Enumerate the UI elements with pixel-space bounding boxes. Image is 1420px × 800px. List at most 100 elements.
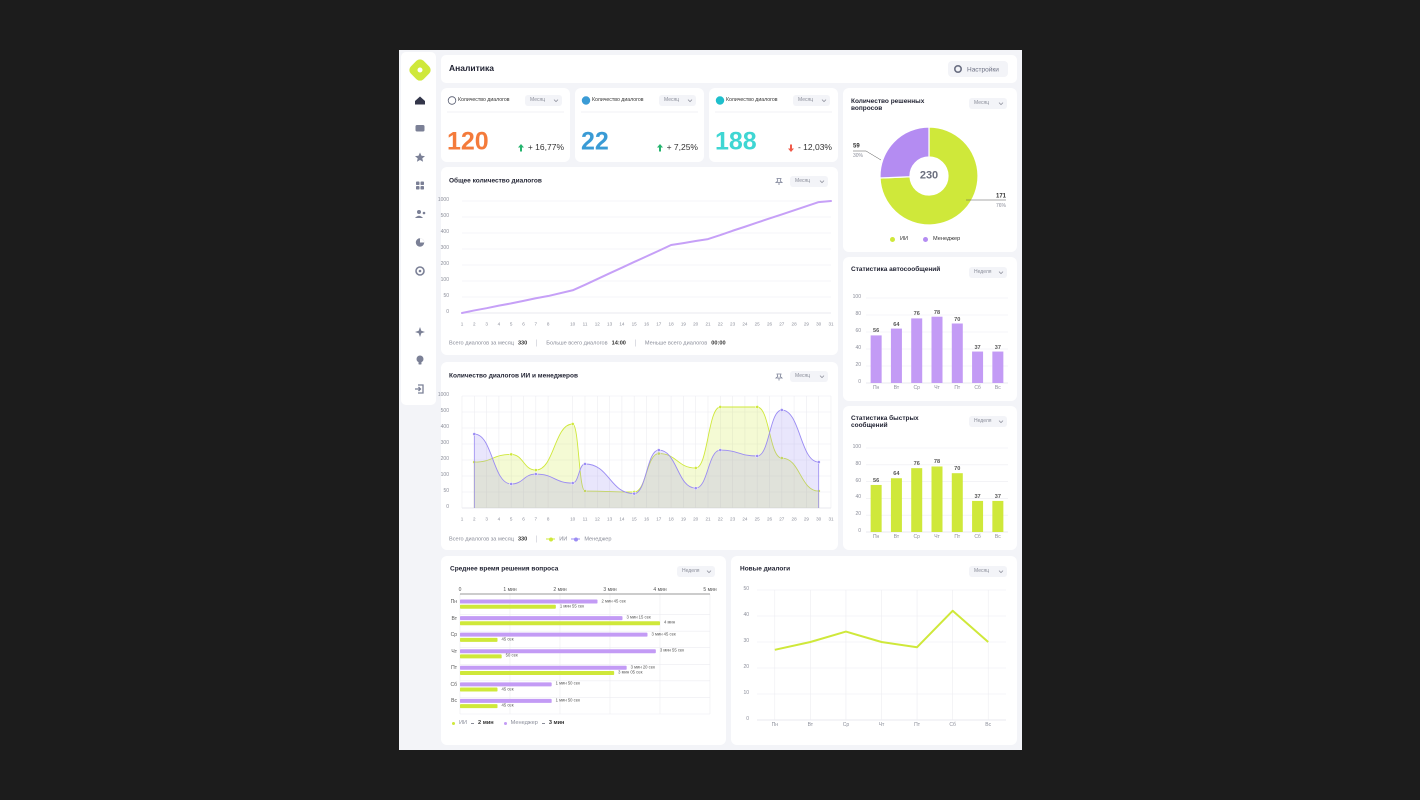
trend-arrow	[788, 144, 794, 152]
data-label: 3 мин 20 сек	[630, 664, 655, 670]
y-tick-label: Ср	[450, 632, 457, 639]
x-tick-label: Пт	[914, 722, 921, 729]
period-select[interactable]	[969, 98, 1007, 109]
bar	[460, 687, 498, 692]
settings-label[interactable]: Настройки	[967, 65, 999, 73]
legend-value: 3 мин	[548, 720, 565, 726]
x-tick-label: 22	[717, 321, 723, 327]
x-tick-label: 24	[742, 516, 748, 522]
y-tick-label: Вт	[451, 615, 457, 622]
area	[474, 407, 819, 508]
area	[474, 410, 819, 508]
chevron	[819, 375, 825, 379]
nav-messages[interactable]	[415, 125, 425, 132]
y-tick-label: 30	[743, 638, 749, 645]
period-select[interactable]	[790, 371, 828, 382]
y-tick-label: 100	[852, 294, 861, 301]
data-label: 64	[893, 471, 900, 478]
x-tick-label: 30	[816, 321, 822, 327]
x-tick-label: 23	[730, 321, 736, 327]
y-tick-label: 50	[743, 586, 749, 593]
nav-ai[interactable]	[415, 327, 425, 337]
logo[interactable]	[407, 57, 432, 82]
x-tick-label: 5	[509, 321, 513, 327]
nav-logout[interactable]	[415, 384, 424, 394]
period-label: Неделя	[974, 268, 992, 275]
nav-settings[interactable]	[415, 266, 425, 276]
nav-users[interactable]	[415, 210, 426, 218]
share-label: 30%	[853, 153, 864, 160]
period-select[interactable]	[677, 566, 715, 577]
point	[779, 456, 784, 460]
x-tick-label: Пт	[954, 534, 961, 541]
data-label: 64	[893, 321, 900, 328]
period-select[interactable]	[793, 95, 830, 106]
nav-apps[interactable]	[416, 181, 424, 190]
card-title: Общее количество диалогов	[449, 177, 542, 185]
point	[718, 405, 723, 409]
nav-reports[interactable]	[415, 238, 425, 247]
pin-icon[interactable]	[774, 373, 784, 381]
x-tick-label: 1	[460, 321, 464, 327]
settings-button[interactable]	[948, 61, 1008, 77]
legend-label: ИИ	[459, 720, 468, 726]
x-tick-label: Чт	[878, 722, 885, 729]
period-select[interactable]	[790, 176, 828, 187]
x-tick-label: 0	[458, 587, 462, 594]
y-tick-label: 0	[858, 528, 861, 535]
x-tick-label: 31	[828, 516, 834, 522]
y-tick-label: 0	[446, 309, 449, 316]
bar	[972, 351, 984, 383]
nav-tips[interactable]	[416, 355, 424, 365]
data-label: 76	[913, 311, 920, 318]
legend-label: ИИ	[559, 536, 568, 542]
x-tick-label: 23	[730, 516, 736, 522]
chevron	[553, 99, 559, 103]
x-tick-label: 1	[460, 516, 464, 522]
pin-icon[interactable]	[774, 178, 784, 186]
bar	[460, 621, 660, 626]
period-select[interactable]	[969, 566, 1007, 577]
y-tick-label: 1000	[437, 392, 449, 399]
y-tick-label: 100	[852, 444, 861, 451]
x-tick-label: 24	[742, 321, 748, 327]
nav-home[interactable]	[415, 96, 425, 105]
legend-swatch	[546, 537, 556, 542]
period-select[interactable]	[969, 267, 1007, 278]
y-tick-label: 80	[855, 311, 861, 318]
chevron	[706, 570, 712, 574]
data-label: 3 мин 45 сек	[651, 631, 676, 637]
x-tick-label: 26	[766, 516, 773, 522]
nav-favorites[interactable]	[415, 152, 425, 162]
point	[755, 454, 760, 458]
card-title: Количество диалогов ИИ и менеджеров	[449, 372, 578, 380]
x-tick-label: 16	[643, 321, 650, 327]
bar	[951, 323, 963, 383]
card	[843, 257, 1017, 401]
bar	[460, 649, 656, 654]
y-tick-label: 500	[440, 408, 449, 415]
period-select[interactable]	[525, 95, 562, 106]
data-label: 3 мин 15 сек	[626, 614, 651, 620]
data-label: 50 сек	[505, 652, 518, 658]
data-label: 37	[994, 344, 1001, 351]
period-label: Неделя	[682, 567, 700, 574]
x-tick-label: 11	[582, 516, 588, 522]
card-title: Количество решенных вопросов	[851, 98, 925, 113]
legend-dot	[503, 721, 507, 725]
period-select[interactable]	[659, 95, 696, 106]
x-tick-label: 10	[570, 321, 576, 327]
line	[774, 609, 989, 651]
bar	[460, 670, 615, 675]
legend-dash	[541, 722, 545, 724]
data-label: 37	[974, 344, 981, 351]
bar	[460, 698, 552, 703]
period-select[interactable]	[969, 416, 1007, 427]
x-tick-label: 27	[779, 516, 785, 522]
y-tick-label: 1000	[437, 197, 449, 204]
y-tick-label: 80	[855, 460, 861, 467]
data-label: 76	[913, 460, 920, 467]
y-tick-label: 100	[440, 277, 449, 284]
nav	[415, 96, 426, 394]
bar	[870, 484, 882, 532]
